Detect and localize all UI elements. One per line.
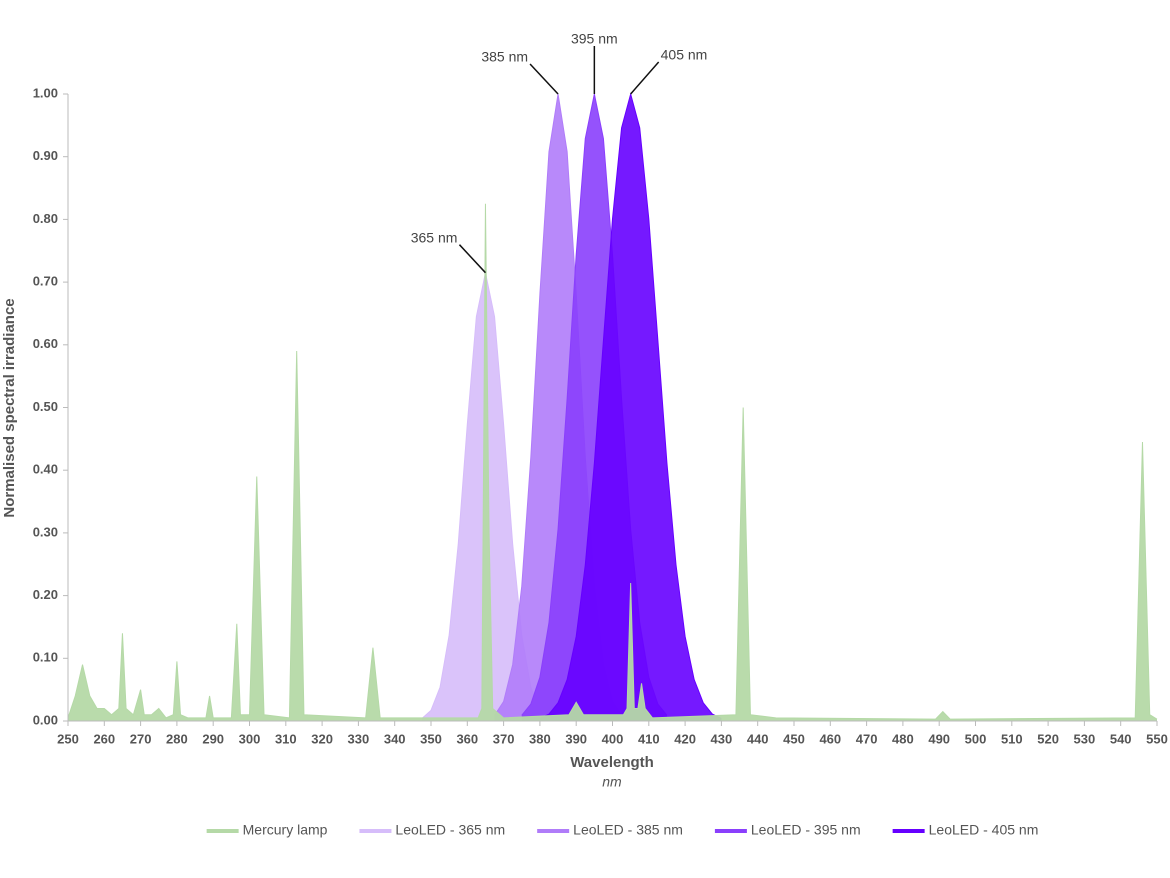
x-tick-label: 480 bbox=[892, 731, 914, 746]
y-tick-label: 0.80 bbox=[33, 211, 58, 226]
y-tick-label: 0.60 bbox=[33, 336, 58, 351]
x-tick-label: 520 bbox=[1037, 731, 1059, 746]
annotation-leader bbox=[630, 61, 660, 95]
x-tick-label: 330 bbox=[348, 731, 370, 746]
x-tick-label: 350 bbox=[420, 731, 442, 746]
legend-label: LeoLED - 365 nm bbox=[395, 822, 505, 838]
x-tick-label: 310 bbox=[275, 731, 297, 746]
x-tick-label: 260 bbox=[93, 731, 115, 746]
x-tick-label: 450 bbox=[783, 731, 805, 746]
legend-item: LeoLED - 365 nm bbox=[359, 822, 505, 838]
legend: Mercury lamp LeoLED - 365 nm LeoLED - 385 … bbox=[206, 822, 1039, 838]
legend-item: Mercury lamp bbox=[206, 822, 328, 838]
annotation-leader bbox=[458, 244, 486, 274]
x-tick-label: 410 bbox=[638, 731, 660, 746]
x-tick-label: 320 bbox=[311, 731, 333, 746]
y-axis-title: Normalised spectral irradiance bbox=[1, 298, 18, 517]
x-tick-label: 460 bbox=[819, 731, 841, 746]
legend-label: LeoLED - 395 nm bbox=[751, 822, 861, 838]
x-tick-label: 370 bbox=[493, 731, 515, 746]
x-tick-label: 340 bbox=[384, 731, 406, 746]
legend-item: LeoLED - 385 nm bbox=[537, 822, 683, 838]
area-fill bbox=[539, 94, 722, 721]
x-tick-label: 300 bbox=[239, 731, 261, 746]
x-tick-label: 290 bbox=[202, 731, 224, 746]
annotation-label: 395 nm bbox=[571, 31, 618, 47]
x-tick-label: 380 bbox=[529, 731, 551, 746]
x-tick-label: 270 bbox=[130, 731, 152, 746]
x-tick-label: 490 bbox=[928, 731, 950, 746]
x-axis-unit: nm bbox=[602, 774, 622, 790]
x-tick-label: 400 bbox=[602, 731, 624, 746]
legend-label: LeoLED - 405 nm bbox=[929, 822, 1039, 838]
y-tick-label: 0.90 bbox=[33, 148, 58, 163]
y-tick-label: 0.10 bbox=[33, 650, 58, 665]
y-tick-label: 1.00 bbox=[33, 85, 58, 100]
annotation-label: 365 nm bbox=[411, 229, 458, 245]
y-tick-label: 0.00 bbox=[33, 712, 58, 727]
x-tick-label: 250 bbox=[57, 731, 79, 746]
x-tick-label: 500 bbox=[965, 731, 987, 746]
area-fill bbox=[68, 203, 1157, 722]
y-tick-label: 0.20 bbox=[33, 587, 58, 602]
x-tick-label: 470 bbox=[856, 731, 878, 746]
legend-item: LeoLED - 405 nm bbox=[892, 822, 1039, 838]
annotation-label: 385 nm bbox=[481, 49, 528, 65]
annotation-leader bbox=[529, 63, 559, 95]
x-tick-label: 530 bbox=[1074, 731, 1096, 746]
x-tick-label: 510 bbox=[1001, 731, 1023, 746]
x-tick-label: 280 bbox=[166, 731, 188, 746]
x-tick-label: 390 bbox=[565, 731, 587, 746]
x-tick-label: 430 bbox=[711, 731, 733, 746]
annotation-label: 405 nm bbox=[661, 47, 708, 63]
y-tick-label: 0.70 bbox=[33, 274, 58, 289]
x-tick-label: 420 bbox=[674, 731, 696, 746]
legend-label: Mercury lamp bbox=[243, 822, 328, 838]
legend-item: LeoLED - 395 nm bbox=[714, 822, 861, 838]
y-tick-label: 0.30 bbox=[33, 524, 58, 539]
legend-label: LeoLED - 385 nm bbox=[573, 822, 683, 838]
x-tick-label: 440 bbox=[747, 731, 769, 746]
x-tick-label: 540 bbox=[1110, 731, 1132, 746]
x-tick-label: 360 bbox=[456, 731, 478, 746]
y-tick-label: 0.50 bbox=[33, 399, 58, 414]
x-axis-title: Wavelength bbox=[570, 754, 654, 771]
y-tick-label: 0.40 bbox=[33, 462, 58, 477]
area-line bbox=[67, 203, 1158, 720]
x-tick-label: 550 bbox=[1146, 731, 1168, 746]
